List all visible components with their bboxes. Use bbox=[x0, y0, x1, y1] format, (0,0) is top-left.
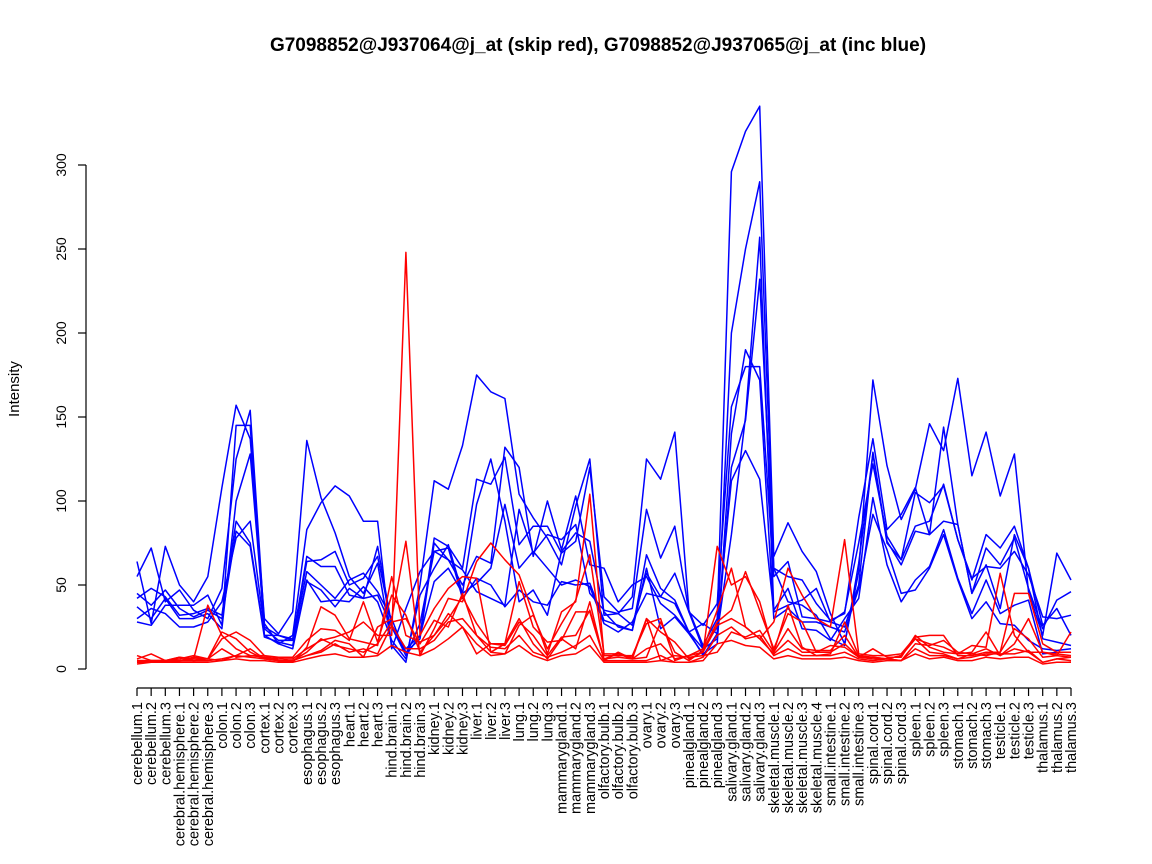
series-line-inc-0 bbox=[136, 105, 1072, 664]
x-tick-label: spleen.3 bbox=[937, 702, 953, 757]
x-tick-label: cortex.2 bbox=[272, 702, 288, 754]
y-axis: 0 50 100 150 200 250 300 bbox=[53, 153, 87, 673]
series-line-inc-1 bbox=[136, 181, 1072, 650]
x-tick-label: skeletal.muscle.4 bbox=[809, 702, 825, 813]
series-line-inc-4 bbox=[136, 449, 1072, 657]
x-tick-label: liver.3 bbox=[498, 702, 514, 740]
x-tick-label: spinal.cord.3 bbox=[894, 702, 910, 784]
y-tick-label: 150 bbox=[53, 405, 69, 429]
x-tick-label: pinealgland.2 bbox=[696, 702, 712, 788]
x-tick-label: lung.1 bbox=[512, 702, 528, 742]
x-tick-label: cortex.3 bbox=[286, 702, 302, 754]
x-tick-label: colon.1 bbox=[215, 702, 231, 749]
x-tick-label: cerebellum.3 bbox=[158, 702, 174, 785]
series-line-skip-7 bbox=[136, 251, 1071, 662]
x-tick-label: hind.brain.1 bbox=[385, 702, 401, 778]
x-tick-label: spinal.cord.2 bbox=[880, 702, 896, 784]
x-tick-label: cerebral.hemisphere.3 bbox=[201, 702, 217, 846]
x-tick-label: spleen.1 bbox=[908, 702, 924, 757]
y-tick-label: 250 bbox=[53, 237, 69, 261]
x-tick-label: thalamus.2 bbox=[1050, 702, 1066, 773]
x-tick-label: skeletal.muscle.3 bbox=[795, 702, 811, 813]
x-tick-label: cerebellum.1 bbox=[130, 702, 146, 785]
x-tick-label: pinealgland.1 bbox=[682, 702, 698, 788]
x-tick-label: cerebellum.2 bbox=[144, 702, 160, 785]
x-tick-label: thalamus.1 bbox=[1036, 702, 1052, 773]
x-tick-label: skeletal.muscle.1 bbox=[767, 702, 783, 813]
y-tick-label: 0 bbox=[53, 665, 69, 673]
y-tick-label: 100 bbox=[53, 489, 69, 513]
x-tick-label: lung.3 bbox=[540, 702, 556, 742]
x-tick-label: kidney.1 bbox=[427, 702, 443, 755]
series-layer bbox=[136, 105, 1072, 665]
x-tick-label: testicle.2 bbox=[1007, 702, 1023, 759]
x-tick-label: mammarygland.1 bbox=[555, 702, 571, 814]
y-tick-label: 200 bbox=[53, 321, 69, 345]
series-line-skip-12 bbox=[137, 617, 1072, 664]
x-tick-label: colon.2 bbox=[229, 702, 245, 749]
x-tick-label: cerebral.hemisphere.1 bbox=[172, 702, 188, 846]
x-axis: cerebellum.1cerebellum.2cerebellum.3cere… bbox=[130, 687, 1080, 846]
x-tick-label: testicle.3 bbox=[1022, 702, 1038, 759]
y-tick-label: 50 bbox=[53, 577, 69, 593]
x-tick-label: heart.1 bbox=[342, 702, 358, 747]
x-tick-label: ovary.1 bbox=[639, 702, 655, 748]
x-tick-label: cerebral.hemisphere.2 bbox=[187, 702, 203, 846]
x-tick-label: kidney.2 bbox=[441, 702, 457, 755]
x-tick-label: stomach.2 bbox=[965, 702, 981, 769]
x-tick-label: small.intestine.1 bbox=[823, 702, 839, 806]
y-tick-label: 300 bbox=[53, 153, 69, 177]
x-tick-label: stomach.3 bbox=[979, 702, 995, 769]
x-tick-label: salivary.gland.3 bbox=[753, 702, 769, 802]
series-line-inc-5 bbox=[136, 349, 1072, 657]
x-tick-label: ovary.2 bbox=[654, 702, 670, 748]
x-tick-label: mammarygland.3 bbox=[583, 702, 599, 814]
x-tick-label: testicle.1 bbox=[993, 702, 1009, 759]
x-tick-label: esophagus.3 bbox=[328, 702, 344, 785]
x-tick-label: small.intestine.3 bbox=[852, 702, 868, 806]
chart-title: G7098852@J937064@j_at (skip red), G70988… bbox=[270, 35, 926, 56]
x-tick-label: ovary.3 bbox=[668, 702, 684, 748]
x-tick-label: spinal.cord.1 bbox=[866, 702, 882, 784]
y-axis-label: Intensity bbox=[6, 361, 23, 417]
x-tick-label: lung.2 bbox=[526, 702, 542, 742]
x-tick-label: cortex.1 bbox=[257, 702, 273, 754]
x-tick-label: esophagus.2 bbox=[314, 702, 330, 785]
x-tick-label: esophagus.1 bbox=[300, 702, 316, 785]
x-tick-label: stomach.1 bbox=[951, 702, 967, 769]
series-line-inc-2 bbox=[136, 365, 1072, 650]
x-tick-label: mammarygland.2 bbox=[569, 702, 585, 814]
x-tick-label: spleen.2 bbox=[922, 702, 938, 757]
x-tick-label: kidney.3 bbox=[455, 702, 471, 755]
x-tick-label: hind.brain.2 bbox=[399, 702, 415, 778]
series-line-skip-13 bbox=[136, 626, 1071, 665]
x-tick-label: hind.brain.3 bbox=[413, 702, 429, 778]
x-tick-label: small.intestine.2 bbox=[838, 702, 854, 806]
x-tick-label: pinealgland.3 bbox=[710, 702, 726, 788]
x-tick-label: heart.3 bbox=[371, 702, 387, 747]
x-tick-label: olfactory.bulb.1 bbox=[597, 702, 613, 799]
x-tick-label: olfactory.bulb.2 bbox=[611, 702, 627, 799]
x-tick-label: liver.1 bbox=[470, 702, 486, 740]
x-tick-label: salivary.gland.2 bbox=[739, 702, 755, 802]
x-tick-label: heart.2 bbox=[356, 702, 372, 747]
x-tick-label: thalamus.3 bbox=[1064, 702, 1080, 773]
x-tick-label: salivary.gland.1 bbox=[724, 702, 740, 802]
x-tick-label: skeletal.muscle.2 bbox=[781, 702, 797, 813]
series-line-inc-6 bbox=[136, 236, 1071, 660]
x-tick-label: olfactory.bulb.3 bbox=[625, 702, 641, 799]
x-tick-label: liver.2 bbox=[484, 702, 500, 740]
x-tick-label: colon.3 bbox=[243, 702, 259, 749]
